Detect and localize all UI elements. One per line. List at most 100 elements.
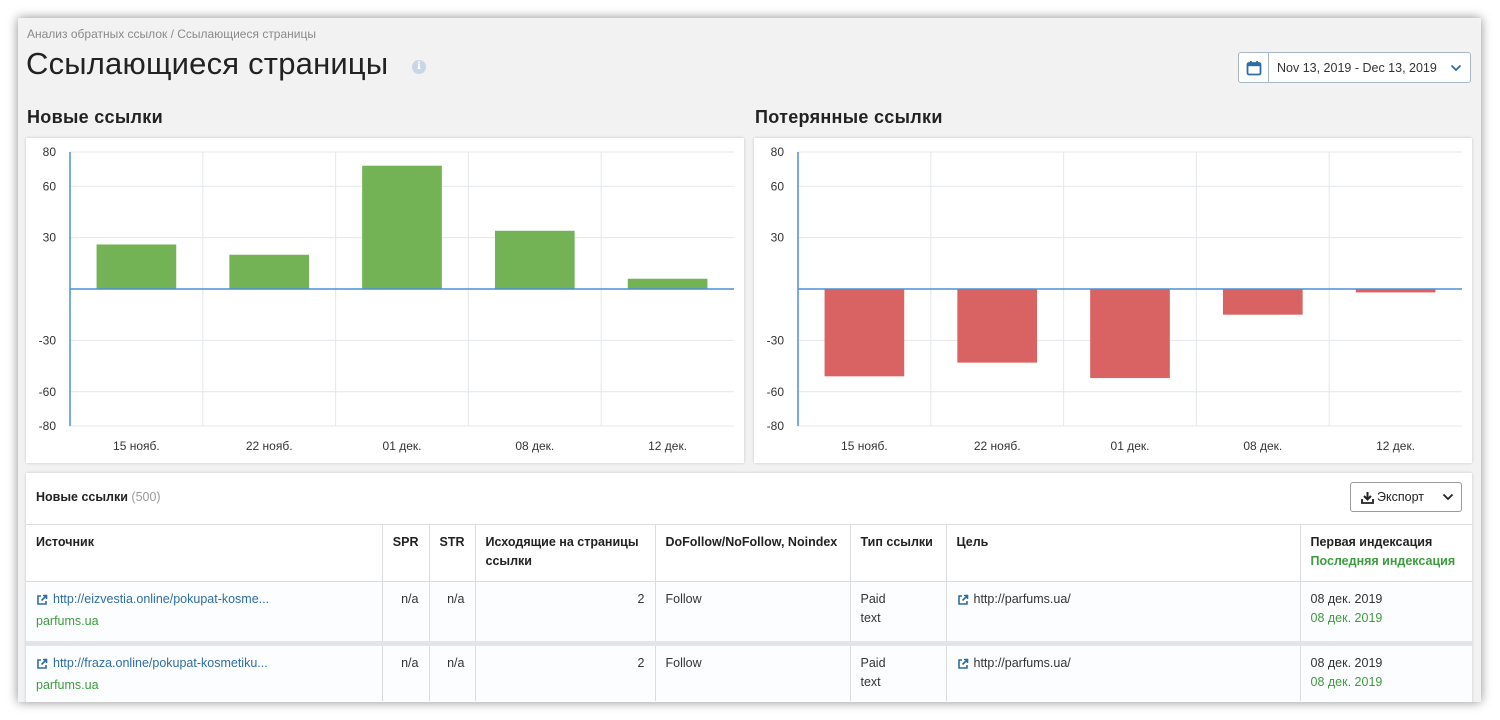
source-domain[interactable]: parfums.ua: [36, 613, 99, 628]
link-type-cell: Paid text: [850, 643, 947, 701]
y-tick-label: -80: [39, 419, 57, 433]
external-link-icon: [957, 594, 968, 605]
y-tick-label: 60: [771, 179, 785, 193]
source-link[interactable]: http://fraza.online/pokupat-kosmetiku...: [36, 654, 268, 673]
source-domain[interactable]: parfums.ua: [36, 677, 99, 692]
page-title: Ссылающиеся страницы: [26, 46, 389, 81]
breadcrumb-current: Ссылающиеся страницы: [177, 27, 316, 41]
link-type-line1: Paid: [860, 656, 886, 670]
x-tick-label: 22 нояб.: [246, 439, 293, 453]
breadcrumb: Анализ обратных ссылок / Ссылающиеся стр…: [27, 27, 316, 41]
last-index-date: 08 дек. 2019: [1310, 675, 1383, 689]
bar-5[interactable]: [1355, 289, 1436, 293]
follow-cell: Follow: [655, 581, 851, 646]
x-tick-label: 08 дек.: [1243, 439, 1282, 453]
target-link[interactable]: http://parfums.ua/: [957, 654, 1071, 673]
first-index-date: 08 дек. 2019: [1310, 656, 1383, 670]
str-cell: n/a: [429, 643, 476, 701]
column-header-link-type[interactable]: Тип ссылки: [850, 524, 947, 582]
link-type-cell: Paid text: [850, 581, 947, 646]
bar-4[interactable]: [1222, 289, 1303, 315]
x-tick-label: 01 дек.: [1111, 439, 1150, 453]
source-link[interactable]: http://eizvestia.online/pokupat-kosme...: [36, 590, 269, 609]
y-tick-label: -30: [767, 333, 785, 347]
bar-4[interactable]: [494, 230, 575, 289]
y-tick-label: -60: [767, 385, 785, 399]
str-cell: n/a: [429, 581, 476, 646]
table-title: Новые ссылки (500): [36, 490, 161, 504]
y-tick-label: 30: [43, 231, 57, 245]
column-header-last-index[interactable]: Последняя индексация: [1310, 554, 1456, 568]
source-cell: http://eizvestia.online/pokupat-kosme...…: [26, 581, 383, 646]
y-tick-label: -60: [39, 385, 57, 399]
index-cell: 08 дек. 2019 08 дек. 2019: [1300, 643, 1472, 701]
download-icon: [1357, 491, 1377, 504]
outgoing-cell: 2: [475, 643, 656, 701]
target-url[interactable]: http://parfums.ua/: [973, 592, 1071, 606]
last-index-date: 08 дек. 2019: [1310, 611, 1383, 625]
column-header-source[interactable]: Источник: [26, 524, 383, 582]
calendar-icon[interactable]: [1239, 53, 1269, 82]
source-url[interactable]: http://fraza.online/pokupat-kosmetiku...: [53, 656, 268, 670]
bar-3[interactable]: [362, 165, 442, 289]
x-tick-label: 01 дек.: [383, 439, 422, 453]
x-tick-label: 08 дек.: [515, 439, 554, 453]
table-count: (500): [131, 490, 161, 504]
column-header-indexation[interactable]: Первая индексация Последняя индексация: [1300, 524, 1472, 582]
table-header-row: Источник SPR STR Исходящие на страницы с…: [26, 524, 1472, 582]
breadcrumb-parent[interactable]: Анализ обратных ссылок: [27, 27, 168, 41]
info-icon[interactable]: i: [412, 60, 426, 74]
y-tick-label: -30: [39, 333, 57, 347]
column-header-outgoing[interactable]: Исходящие на страницы ссылки: [475, 524, 656, 582]
y-tick-label: 60: [43, 179, 57, 193]
column-header-target[interactable]: Цель: [946, 524, 1301, 582]
export-label: Экспорт: [1377, 490, 1424, 504]
column-header-spr[interactable]: SPR: [382, 524, 430, 582]
bar-1[interactable]: [824, 289, 905, 377]
chevron-down-icon[interactable]: [1442, 64, 1470, 72]
x-tick-label: 22 нояб.: [974, 439, 1021, 453]
target-link[interactable]: http://parfums.ua/: [957, 590, 1071, 609]
lost-links-chart-svg: 80 60 30 -30 -60 -80 15 нояб. 22 нояб. 01 дек. 08…: [767, 145, 1462, 453]
export-button[interactable]: Экспорт: [1350, 482, 1462, 512]
column-header-follow[interactable]: DoFollow/NoFollow, Noindex: [655, 524, 851, 582]
breadcrumb-separator: /: [167, 27, 178, 41]
table-title-text: Новые ссылки: [36, 490, 128, 504]
y-tick-label: 80: [771, 145, 785, 159]
spr-cell: n/a: [382, 643, 430, 701]
x-tick-label: 12 дек.: [648, 439, 687, 453]
new-links-chart-svg: 80 60 30 -30 -60 -80 15 нояб. 22 нояб. 01 дек. 08…: [39, 145, 734, 453]
source-cell: http://fraza.online/pokupat-kosmetiku...…: [26, 643, 383, 701]
y-tick-label: 30: [771, 231, 785, 245]
date-range-value[interactable]: Nov 13, 2019 - Dec 13, 2019: [1277, 60, 1437, 75]
new-links-chart-title: Новые ссылки: [27, 107, 163, 127]
x-tick-label: 12 дек.: [1376, 439, 1415, 453]
target-url[interactable]: http://parfums.ua/: [973, 656, 1071, 670]
bar-3[interactable]: [1090, 289, 1170, 379]
link-type-line1: Paid: [860, 592, 886, 606]
bar-2[interactable]: [229, 254, 310, 289]
lost-links-chart-title: Потерянные ссылки: [755, 107, 943, 127]
bar-5[interactable]: [627, 278, 708, 289]
source-url[interactable]: http://eizvestia.online/pokupat-kosme...: [53, 592, 270, 606]
outgoing-cell: 2: [475, 581, 656, 646]
table-row: http://fraza.online/pokupat-kosmetiku...…: [26, 643, 1472, 701]
y-tick-label: 80: [43, 145, 57, 159]
external-link-icon: [957, 658, 968, 669]
y-tick-label: -80: [767, 419, 785, 433]
bar-2[interactable]: [957, 289, 1038, 363]
x-tick-label: 15 нояб.: [841, 439, 888, 453]
target-cell: http://parfums.ua/: [946, 643, 1301, 701]
external-link-icon: [37, 594, 48, 605]
bar-1[interactable]: [96, 244, 177, 289]
x-tick-label: 15 нояб.: [113, 439, 160, 453]
column-header-first-index[interactable]: Первая индексация: [1310, 535, 1433, 549]
new-links-table-card: Новые ссылки (500) Экспорт Источник SPR: [26, 473, 1472, 702]
new-links-chart: 80 60 30 -30 -60 -80 15 нояб. 22 нояб. 01 дек. 08…: [26, 138, 744, 463]
app-window: Анализ обратных ссылок / Ссылающиеся стр…: [18, 18, 1481, 702]
column-header-str[interactable]: STR: [429, 524, 476, 582]
date-range-picker[interactable]: Nov 13, 2019 - Dec 13, 2019: [1238, 52, 1471, 83]
target-cell: http://parfums.ua/: [946, 581, 1301, 646]
links-table: Источник SPR STR Исходящие на страницы с…: [26, 524, 1472, 701]
chevron-down-icon[interactable]: [1435, 493, 1461, 501]
